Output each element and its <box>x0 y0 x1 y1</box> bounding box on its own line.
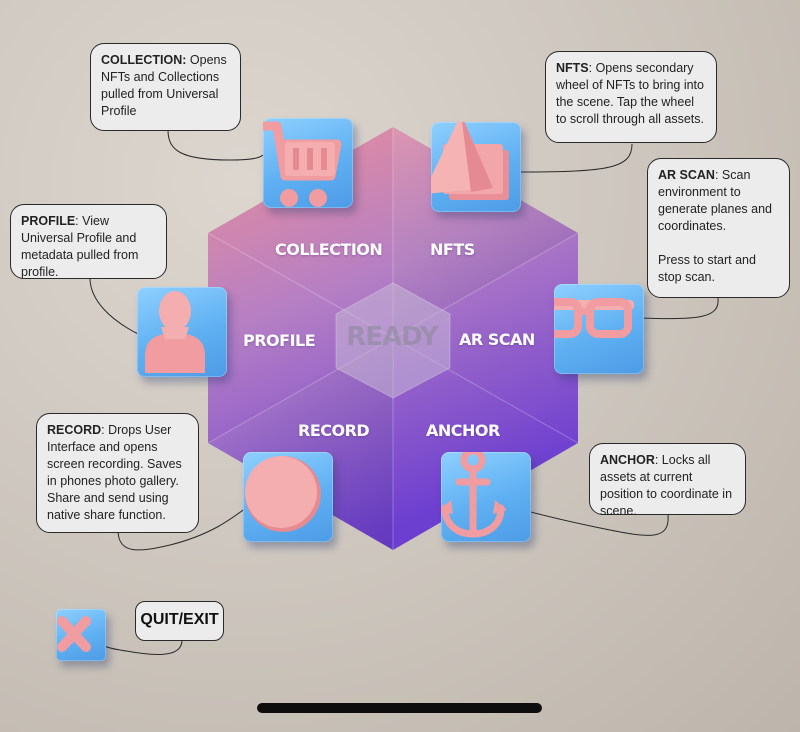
quit-exit-label: QUIT/EXIT <box>135 601 224 641</box>
callout-collection-title: COLLECTION: <box>101 53 187 67</box>
collection-tile-button[interactable] <box>263 118 353 208</box>
glasses-icon <box>554 298 634 338</box>
callout-record-text: : Drops User Interface and opens screen … <box>47 423 182 522</box>
callout-profile-title: PROFILE <box>21 214 76 228</box>
ar-scan-tile-button[interactable] <box>554 284 644 374</box>
segment-profile[interactable]: PROFILE <box>243 331 316 350</box>
callout-anchor: ANCHOR: Locks all assets at current posi… <box>589 443 746 518</box>
profile-tile-button[interactable] <box>137 287 227 377</box>
nfts-tile-button[interactable] <box>431 122 521 212</box>
callout-profile-text: : View Universal Profile and metadata pu… <box>21 214 139 279</box>
callout-record: RECORD: Drops User Interface and opens s… <box>36 413 199 533</box>
callout-nfts-title: NFTS <box>556 61 589 75</box>
callout-nfts-text: : Opens secondary wheel of NFTs to bring… <box>556 61 704 126</box>
segment-nfts[interactable]: NFTS <box>430 240 475 259</box>
callout-profile: PROFILE: View Universal Profile and meta… <box>10 204 167 279</box>
record-circle-icon <box>245 456 321 532</box>
close-x-icon <box>57 616 91 652</box>
callout-record-title: RECORD <box>47 423 102 437</box>
quit-tile-button[interactable] <box>56 609 106 661</box>
callout-collection: COLLECTION: Opens NFTs and Collections p… <box>90 43 241 131</box>
callout-nfts: NFTS: Opens secondary wheel of NFTs to b… <box>545 51 717 143</box>
center-status: READY <box>346 322 438 352</box>
callout-ar-scan-title: AR SCAN <box>658 168 715 182</box>
home-indicator-bar[interactable] <box>257 703 542 713</box>
anchor-tile-button[interactable] <box>441 452 531 542</box>
callout-ar-scan-text: : Scan environment to generate planes an… <box>658 168 772 233</box>
segment-record[interactable]: RECORD <box>298 421 370 440</box>
callout-ar-scan: AR SCAN: Scan environment to generate pl… <box>647 158 790 298</box>
record-tile-button[interactable] <box>243 452 333 542</box>
segment-ar-scan[interactable]: AR SCAN <box>459 330 535 349</box>
callout-anchor-title: ANCHOR <box>600 453 655 467</box>
callout-ar-scan-text2: Press to start and stop scan. <box>658 253 756 284</box>
anchor-icon <box>441 452 507 538</box>
segment-collection[interactable]: COLLECTION <box>275 240 383 259</box>
person-icon <box>145 291 205 373</box>
shopping-cart-icon <box>263 121 342 207</box>
callout-anchor-text: : Locks all assets at current position t… <box>600 453 733 518</box>
pyramid-cards-icon <box>431 122 509 200</box>
segment-anchor[interactable]: ANCHOR <box>426 421 500 440</box>
callout-collection-text: Opens NFTs and Collections pulled from U… <box>101 53 227 118</box>
